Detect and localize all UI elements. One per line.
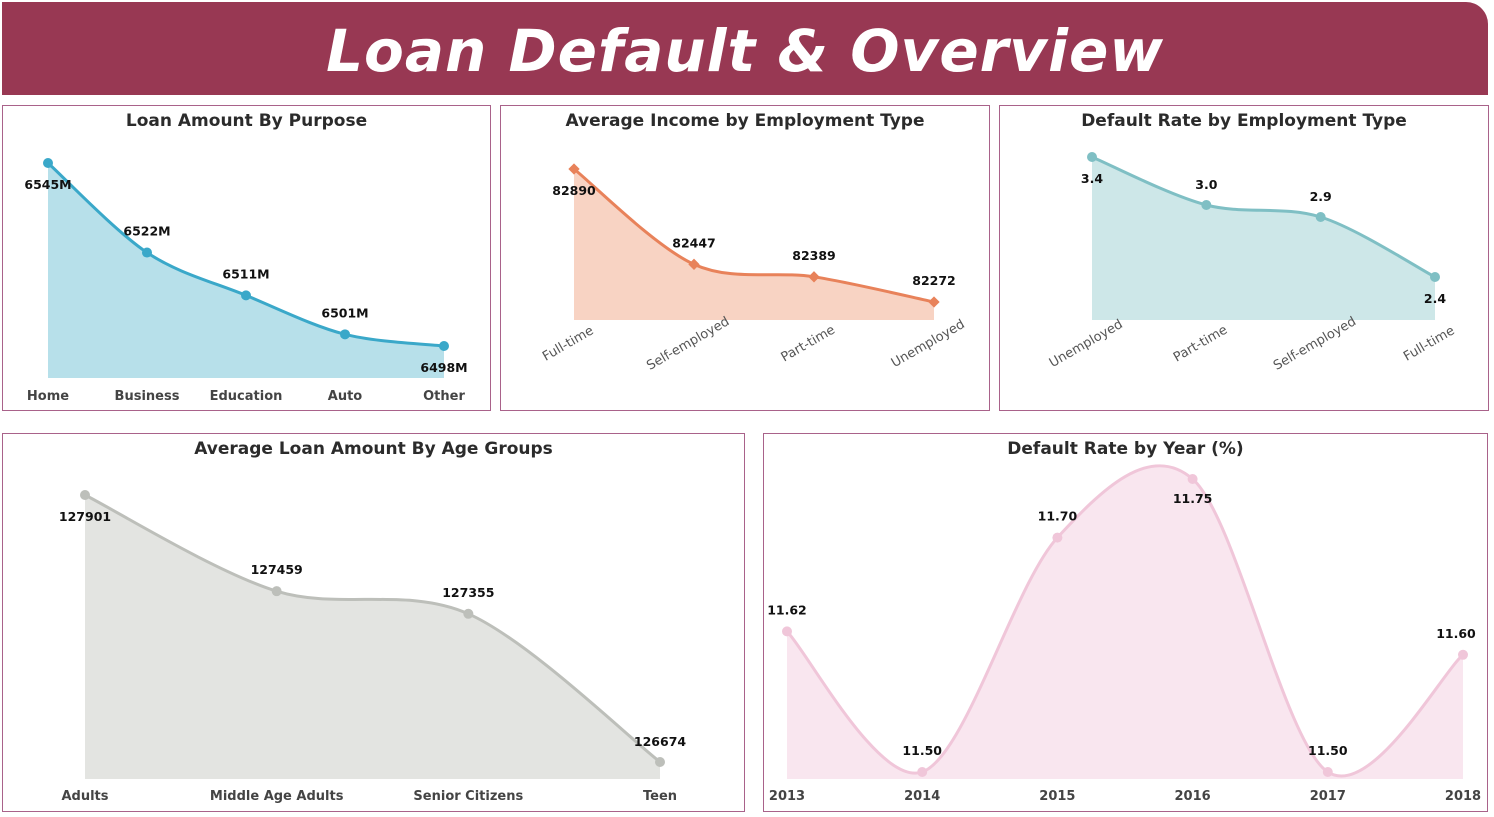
x-tick-label: Self-employed [644, 314, 732, 373]
x-tick-label: Senior Citizens [413, 789, 523, 804]
data-point[interactable] [655, 757, 665, 767]
panel-default-rate-by-year: Default Rate by Year (%) 11.62 2013 11.50 2… [763, 433, 1488, 812]
series-line [785, 464, 1465, 778]
x-tick-label: Auto [328, 389, 363, 404]
x-tick-label: Middle Age Adults [210, 789, 344, 804]
panel-average-income-by-employment-type: Average Income by Employment Type 82890 F… [500, 105, 990, 411]
x-tick-label: Education [210, 389, 283, 404]
x-tick-label: Other [423, 389, 465, 404]
x-tick-label: 2014 [904, 789, 940, 804]
data-point[interactable] [688, 258, 700, 270]
data-label: 11.60 [1436, 626, 1476, 641]
x-tick-label: Business [115, 389, 180, 404]
data-point[interactable] [808, 271, 820, 283]
chart-title: Loan Amount By Purpose [125, 111, 368, 131]
chart-default-rate-by-year: 11.62 2013 11.50 2014 11.70 2015 11.75 2016 11.5… [767, 464, 1481, 804]
panel-average-loan-amount-by-age-groups: Average Loan Amount By Age Groups 127901… [2, 433, 745, 812]
data-label: 126674 [634, 734, 686, 749]
x-tick-label: Teen [643, 789, 677, 804]
data-label: 6498M [420, 360, 467, 375]
x-tick-label: Unemployed [889, 317, 968, 371]
data-point[interactable] [928, 296, 940, 308]
data-point[interactable] [142, 247, 152, 258]
series-line [1091, 155, 1436, 279]
chart-title: Default Rate by Year (%) [1007, 439, 1244, 459]
x-tick-label: 2018 [1445, 789, 1481, 804]
chart-average-income-by-employment-type: 82890 Full-time 82447 Self-employed 82389 Par… [540, 163, 968, 374]
data-point[interactable] [80, 490, 90, 500]
chart-title: Average Income by Employment Type [565, 111, 925, 131]
x-tick-label: 2013 [769, 789, 805, 804]
data-point[interactable] [1087, 152, 1097, 162]
data-point[interactable] [1458, 649, 1468, 660]
panel-loan-amount-by-purpose: Loan Amount By Purpose 6545M Home 6522M Bus… [2, 105, 491, 411]
area-fill [574, 169, 934, 320]
data-point[interactable] [463, 608, 474, 619]
series-line [84, 493, 661, 764]
data-label: 82447 [672, 235, 716, 250]
data-label: 6522M [123, 224, 170, 239]
x-tick-label: Full-time [1401, 323, 1457, 364]
chart-title: Average Loan Amount By Age Groups [194, 439, 553, 459]
x-tick-label: Part-time [779, 323, 838, 366]
chart-title: Default Rate by Employment Type [1081, 111, 1407, 131]
data-label: 3.0 [1195, 177, 1217, 192]
data-label: 6501M [321, 305, 368, 320]
data-point[interactable] [43, 158, 53, 168]
chart-average-loan-amount-by-age-groups: 127901 Adults 127459 Middle Age Adults 12735… [59, 490, 686, 804]
x-tick-label: Adults [61, 789, 108, 804]
x-tick-label: Self-employed [1271, 314, 1359, 373]
data-label: 82890 [552, 183, 596, 198]
data-point[interactable] [1315, 212, 1326, 222]
data-label: 82389 [792, 248, 836, 263]
x-tick-label: 2016 [1175, 789, 1211, 804]
chart-loan-amount-by-purpose: 6545M Home 6522M Business 6511M Education 6501… [24, 158, 468, 404]
data-point[interactable] [340, 329, 350, 340]
data-label: 6511M [222, 266, 269, 281]
data-point[interactable] [1052, 532, 1063, 543]
data-label: 3.4 [1081, 171, 1103, 186]
data-label: 82272 [912, 273, 956, 288]
x-tick-label: Home [27, 389, 69, 404]
data-point[interactable] [917, 767, 928, 777]
dashboard-title: Loan Default & Overview [326, 17, 1164, 85]
data-point[interactable] [782, 626, 792, 637]
data-label: 11.50 [1308, 743, 1348, 758]
area-fill [85, 495, 660, 779]
data-point[interactable] [1430, 272, 1440, 282]
data-point[interactable] [241, 290, 251, 301]
x-tick-label: Unemployed [1047, 317, 1126, 371]
panel-default-rate-by-employment-type: Default Rate by Employment Type 3.4 Unemp… [999, 105, 1489, 411]
data-point[interactable] [1201, 200, 1212, 210]
data-point[interactable] [271, 586, 282, 597]
data-label: 2.4 [1424, 291, 1446, 306]
area-fill [787, 465, 1463, 779]
area-fill [48, 163, 444, 378]
series-line [573, 167, 935, 304]
data-label: 2.9 [1310, 189, 1332, 204]
chart-default-rate-by-employment-type: 3.4 Unemployed 3.0 Part-time 2.9 Self-employe… [1047, 152, 1457, 374]
data-label: 11.75 [1173, 491, 1213, 506]
data-label: 11.70 [1038, 509, 1078, 524]
dashboard-header: Loan Default & Overview [2, 2, 1488, 95]
data-label: 11.62 [767, 602, 807, 617]
data-point[interactable] [1322, 767, 1333, 777]
data-point[interactable] [1187, 474, 1198, 484]
x-tick-label: Full-time [540, 323, 596, 364]
x-tick-label: Part-time [1171, 323, 1230, 366]
data-label: 127901 [59, 509, 111, 524]
data-label: 127459 [251, 562, 303, 577]
area-fill [1092, 157, 1435, 320]
data-point[interactable] [439, 341, 449, 351]
data-label: 11.50 [902, 743, 942, 758]
x-tick-label: 2017 [1310, 789, 1346, 804]
data-label: 127355 [442, 585, 494, 600]
data-label: 6545M [24, 177, 71, 192]
x-tick-label: 2015 [1039, 789, 1075, 804]
